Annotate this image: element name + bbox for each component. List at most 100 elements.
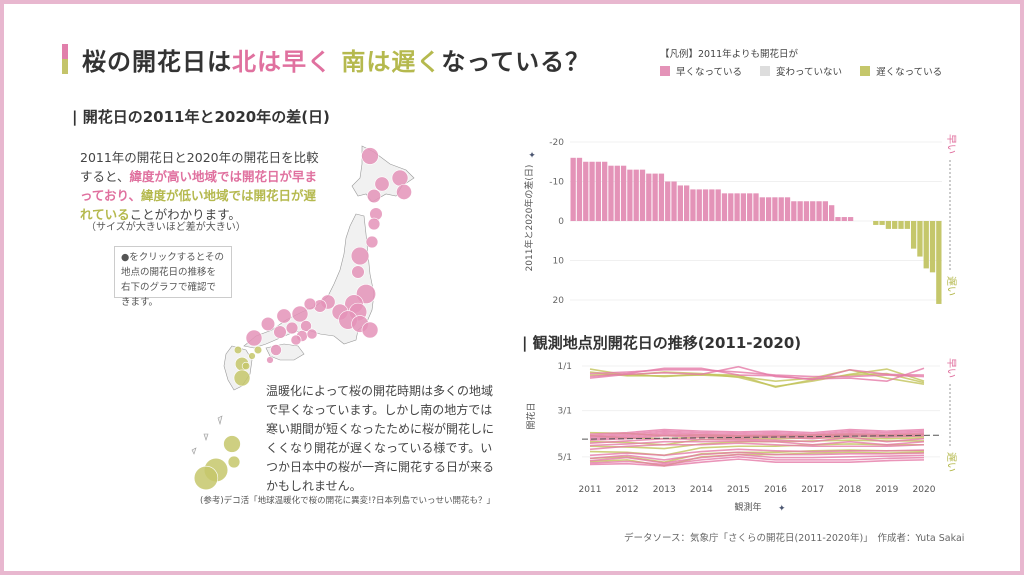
bar[interactable]: [665, 181, 671, 222]
bar[interactable]: [683, 185, 690, 221]
map-dot[interactable]: [374, 176, 390, 192]
map-dot[interactable]: [306, 328, 318, 340]
bar[interactable]: [633, 169, 639, 221]
legend-item-same[interactable]: 変わっていない: [760, 64, 842, 78]
bar[interactable]: [658, 173, 665, 221]
bar[interactable]: [696, 189, 702, 221]
bar[interactable]: [778, 197, 784, 221]
bar[interactable]: [702, 189, 709, 221]
map-dot[interactable]: [391, 169, 409, 187]
map-dot[interactable]: [193, 465, 219, 491]
bar[interactable]: [652, 173, 658, 221]
bar[interactable]: [709, 189, 715, 221]
series-line[interactable]: [589, 448, 925, 457]
bar[interactable]: [929, 221, 936, 273]
bar[interactable]: [797, 201, 803, 221]
bar[interactable]: [885, 221, 892, 229]
bar[interactable]: [765, 197, 772, 221]
pin-icon[interactable]: ✦: [528, 151, 536, 161]
bar[interactable]: [690, 189, 696, 221]
bar[interactable]: [910, 221, 917, 249]
legend-item-early[interactable]: 早くなっている: [660, 64, 742, 78]
bar[interactable]: [721, 193, 728, 221]
bar[interactable]: [728, 193, 734, 221]
map-dot[interactable]: [253, 345, 263, 355]
map-dot[interactable]: [245, 329, 263, 347]
bar[interactable]: [936, 221, 942, 304]
series-line[interactable]: [589, 372, 925, 389]
bar[interactable]: [898, 221, 904, 229]
map-dot[interactable]: [367, 217, 381, 231]
series-line[interactable]: [589, 442, 925, 451]
map-dot[interactable]: [396, 184, 412, 200]
map-dot[interactable]: [273, 325, 287, 339]
bar[interactable]: [810, 201, 816, 221]
bar[interactable]: [646, 173, 652, 221]
japan-map[interactable]: [134, 134, 434, 494]
map-dot[interactable]: [233, 345, 243, 355]
map-dot[interactable]: [300, 320, 312, 332]
bar[interactable]: [835, 217, 841, 221]
bar[interactable]: [583, 161, 589, 221]
map-dot[interactable]: [291, 305, 309, 323]
series-line[interactable]: [589, 451, 925, 461]
bar[interactable]: [772, 197, 778, 221]
bar[interactable]: [791, 201, 797, 221]
bar[interactable]: [740, 193, 747, 221]
bar[interactable]: [614, 165, 620, 221]
series-line[interactable]: [589, 440, 925, 447]
map-dot[interactable]: [241, 361, 251, 371]
series-line[interactable]: [589, 458, 925, 467]
bar[interactable]: [822, 201, 829, 221]
legend-item-late[interactable]: 遅くなっている: [860, 64, 942, 78]
bloom-trend-line-chart[interactable]: 1/13/15/1 2011 2012 2013 2014 2015 2016 2017 20…: [520, 354, 968, 520]
bar[interactable]: [829, 205, 835, 221]
bar[interactable]: [747, 193, 753, 221]
map-dot[interactable]: [351, 265, 365, 279]
map-dot[interactable]: [361, 147, 379, 165]
map-dot[interactable]: [361, 321, 379, 339]
bar[interactable]: [847, 217, 854, 221]
bar[interactable]: [759, 197, 765, 221]
map-dot[interactable]: [227, 455, 241, 469]
bar[interactable]: [671, 181, 677, 222]
map-dot[interactable]: [365, 235, 379, 249]
bar[interactable]: [904, 221, 910, 229]
bar[interactable]: [602, 161, 608, 221]
map-dot[interactable]: [350, 246, 370, 266]
map-dot[interactable]: [270, 344, 282, 356]
bar[interactable]: [879, 221, 885, 225]
bar[interactable]: [923, 221, 929, 269]
map-dot[interactable]: [276, 308, 292, 324]
map-dot[interactable]: [366, 188, 382, 204]
bar[interactable]: [570, 157, 576, 221]
bar[interactable]: [816, 201, 822, 221]
bar[interactable]: [620, 165, 627, 221]
series-line[interactable]: [589, 428, 925, 435]
bar[interactable]: [784, 197, 791, 221]
series-line[interactable]: [589, 365, 925, 382]
bar[interactable]: [753, 193, 759, 221]
series-line[interactable]: [589, 436, 925, 445]
map-dot[interactable]: [290, 334, 302, 346]
bar[interactable]: [576, 157, 583, 221]
bar[interactable]: [595, 161, 602, 221]
map-dot[interactable]: [266, 356, 274, 364]
map-dot[interactable]: [223, 435, 241, 453]
bar[interactable]: [803, 201, 810, 221]
bar[interactable]: [639, 169, 646, 221]
map-dot[interactable]: [248, 352, 256, 360]
map-dot[interactable]: [260, 316, 276, 332]
series-line[interactable]: [589, 433, 925, 440]
map-dot[interactable]: [233, 369, 251, 387]
bar[interactable]: [841, 217, 847, 221]
map-dot[interactable]: [303, 297, 317, 311]
bar[interactable]: [715, 189, 721, 221]
bar[interactable]: [734, 193, 740, 221]
bar[interactable]: [608, 165, 614, 221]
pin-icon[interactable]: ✦: [778, 504, 786, 514]
series-line[interactable]: [589, 453, 925, 464]
map-dot[interactable]: [285, 321, 299, 335]
bar[interactable]: [892, 221, 898, 229]
bar[interactable]: [917, 221, 923, 257]
